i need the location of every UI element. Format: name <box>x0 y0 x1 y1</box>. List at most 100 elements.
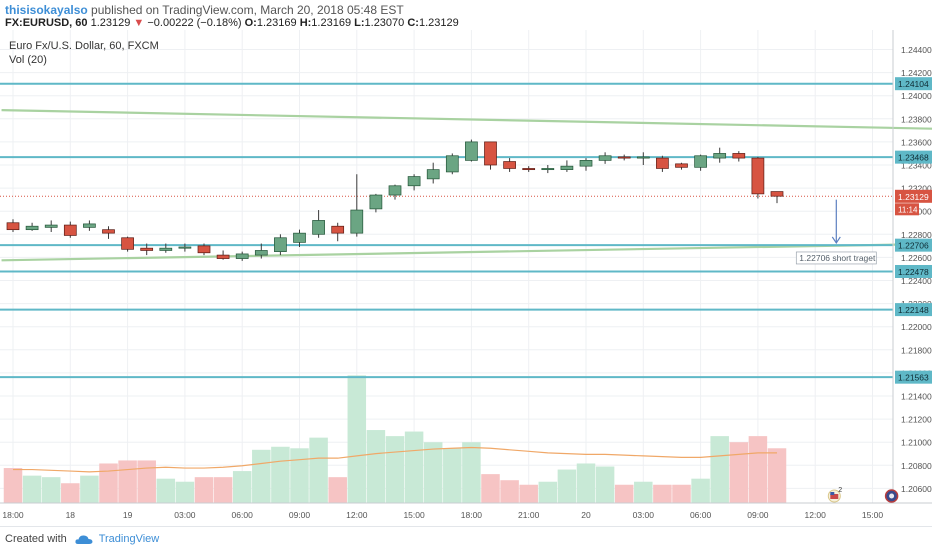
price-axis[interactable]: 1.24400 1.24200 1.24000 1.23800 1.23600 1.234… <box>892 30 932 503</box>
ohlc-line: FX:EURUSD, 60 1.23129 ▼ −0.00222 (−0.18%… <box>5 17 459 29</box>
chart-area[interactable]: 1.22706 short traget 1.24400 1.24200 1.240… <box>0 30 932 526</box>
candle-body <box>598 155 612 161</box>
volume-bar <box>500 480 519 503</box>
volume-bar <box>576 463 596 503</box>
countdown-tag <box>895 203 919 216</box>
economic-event-icon[interactable] <box>884 489 899 503</box>
time-tick-label: 12:00 <box>346 510 368 520</box>
candle-body <box>656 157 669 169</box>
time-tick-label: 12:00 <box>805 510 827 520</box>
price-tick-label: 1.21200 <box>901 415 932 425</box>
publish-info: published on TradingView.com, March 20, … <box>87 3 404 17</box>
volume-bar <box>347 375 367 503</box>
time-axis[interactable]: 18:00 18 19 03:00 06:00 09:00 12:00 15:00 18:00 2… <box>0 502 932 520</box>
candle-body <box>44 224 58 228</box>
volume-bar <box>614 484 634 503</box>
price-tick-label: 1.23400 <box>901 161 932 171</box>
high-label: H: <box>299 17 312 29</box>
candle-body <box>369 194 383 210</box>
publish-line: thisisokayalso published on TradingView.… <box>5 3 404 17</box>
candlestick-chart[interactable]: 1.22706 short traget 1.24400 1.24200 1.240… <box>0 30 932 526</box>
trend-lines[interactable] <box>1 109 932 262</box>
event-icons[interactable]: 2 <box>827 487 899 503</box>
volume-bar <box>404 431 424 503</box>
tradingview-link[interactable]: TradingView <box>98 533 160 545</box>
candle-body <box>216 254 230 259</box>
close-value: 1.23129 <box>418 17 459 29</box>
candle-body <box>617 156 631 159</box>
legend-title: Euro Fx/U.S. Dollar, 60, FXCM <box>9 40 159 52</box>
price-tick-label: 1.20600 <box>901 484 932 494</box>
volume-bar <box>462 442 481 503</box>
volume-ma-line <box>13 446 777 473</box>
price-tick-label: 1.22400 <box>901 276 932 286</box>
volume-bar <box>729 442 749 503</box>
low-label: L: <box>354 17 365 29</box>
volume-bar <box>309 437 328 503</box>
candle-body <box>770 191 784 197</box>
price-tick-label: 1.21000 <box>901 438 932 448</box>
candle-body <box>312 220 325 235</box>
us-flag-event-icon[interactable]: 2 <box>827 487 842 503</box>
grid <box>0 30 893 503</box>
target-annotation[interactable]: 1.22706 short traget <box>795 199 877 265</box>
level-price-label: 1.22148 <box>898 305 929 315</box>
volume-bar <box>61 483 80 503</box>
volume-bar <box>99 463 118 503</box>
candle-body <box>445 155 459 173</box>
volume-bar <box>748 436 768 503</box>
last-price: 1.23129 <box>90 17 131 29</box>
time-tick-label: 09:00 <box>747 510 769 520</box>
candle-body <box>579 160 593 167</box>
volume-bar <box>41 477 61 503</box>
level-price-tag <box>895 150 932 164</box>
level-price-label: 1.23468 <box>898 153 929 163</box>
volume-bar <box>156 478 176 503</box>
price-tick-label: 1.21400 <box>901 392 932 402</box>
volume-bar <box>213 477 233 503</box>
price-tick-label: 1.24200 <box>901 68 932 78</box>
candle-body <box>140 247 154 251</box>
volume-bar <box>118 460 137 503</box>
close-label: C: <box>407 17 419 29</box>
volume-bar <box>175 481 195 503</box>
volume-bar <box>252 449 271 503</box>
symbol-label: FX:EURUSD, 60 <box>5 17 88 29</box>
horizontal-levels[interactable] <box>0 82 893 379</box>
level-price-tag <box>895 303 932 317</box>
candle-body <box>713 153 727 159</box>
footer: Created with TradingView <box>0 526 932 551</box>
trend-line <box>1 109 932 130</box>
trend-line <box>1 242 932 262</box>
volume-bar <box>271 446 290 503</box>
level-price-tag <box>895 238 932 252</box>
target-arrow-head <box>831 236 841 245</box>
candle-body <box>159 247 173 251</box>
volume-bar <box>710 436 729 503</box>
volume-bar <box>22 475 42 503</box>
volume-bar <box>232 471 252 503</box>
legend-volume: Vol (20) <box>9 54 47 66</box>
volume-bar <box>423 442 443 503</box>
open-label: O: <box>244 17 257 29</box>
candle-body <box>350 209 364 234</box>
price-tick-label: 1.22000 <box>901 322 932 332</box>
candle-body <box>274 237 287 252</box>
event-dot <box>889 493 895 499</box>
level-price-tag <box>895 77 932 91</box>
high-value: 1.23169 <box>311 17 352 29</box>
low-value: 1.23070 <box>364 17 405 29</box>
author-name[interactable]: thisisokayalso <box>5 3 88 17</box>
volume-bar <box>595 466 615 503</box>
candle-body <box>465 141 478 161</box>
candle-body <box>83 223 96 228</box>
us-flag-canton <box>830 492 835 495</box>
candle-body <box>63 224 77 236</box>
chart-header: thisisokayalso published on TradingView.… <box>0 0 932 30</box>
created-with-label: Created with <box>5 533 67 545</box>
time-tick-label: 21:00 <box>518 510 540 520</box>
volume-bar <box>290 448 309 503</box>
target-label-box <box>795 251 877 265</box>
time-tick-label: 19 <box>123 510 133 520</box>
volume-bar <box>519 484 538 503</box>
